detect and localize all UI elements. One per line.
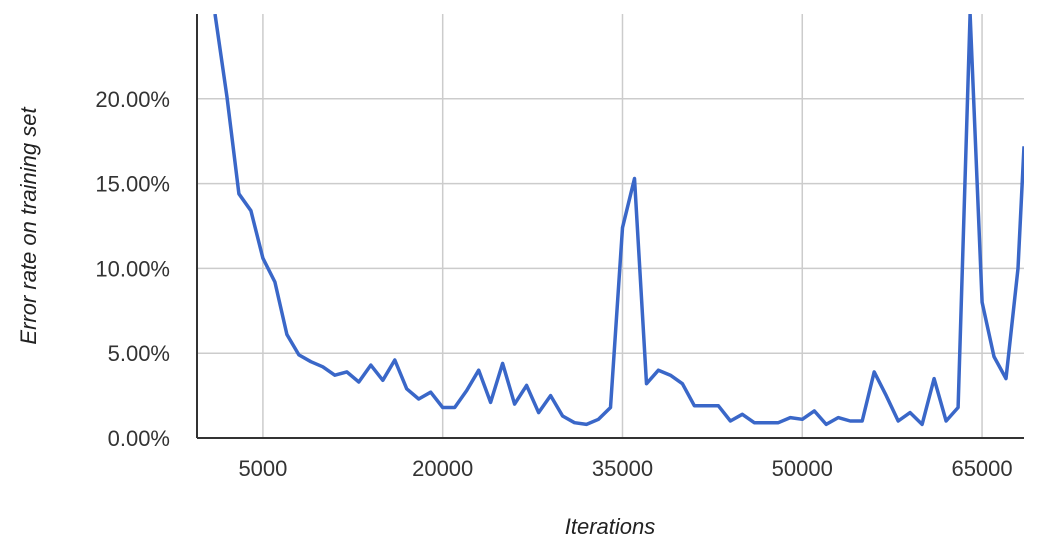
x-axis-title: Iterations (565, 514, 656, 539)
x-tick-labels: 5000 20000 35000 50000 65000 (238, 456, 1012, 481)
x-tick-label: 5000 (238, 456, 287, 481)
x-tick-label: 50000 (772, 456, 833, 481)
y-axis-title: Error rate on training set (16, 107, 41, 345)
y-tick-label: 15.00% (95, 172, 170, 197)
y-gridlines (197, 98, 1024, 354)
y-tick-label: 10.00% (95, 256, 170, 281)
y-tick-labels: 0.00% 5.00% 10.00% 15.00% 20.00% (95, 87, 170, 451)
y-tick-label: 0.00% (108, 426, 170, 451)
series-line (213, 14, 1024, 427)
x-tick-label: 65000 (951, 456, 1012, 481)
y-tick-label: 5.00% (108, 341, 170, 366)
series-layer (213, 14, 1024, 427)
y-tick-label: 20.00% (95, 87, 170, 112)
x-tick-label: 35000 (592, 456, 653, 481)
x-tick-label: 20000 (412, 456, 473, 481)
